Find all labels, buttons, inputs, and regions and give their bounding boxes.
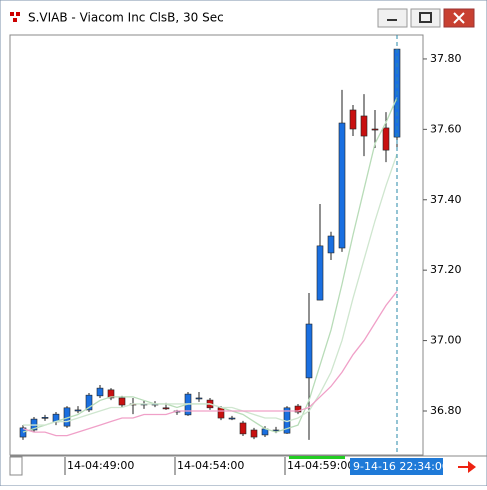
x-tick-label: 14-04:54:00 [177,459,244,472]
y-tick-label: 37.60 [430,122,462,135]
y-tick-label: 37.80 [430,52,462,65]
candle-body [19,427,27,438]
cursor-label: 9-14-16 22:34:00 [353,460,449,473]
candle-body [316,245,324,301]
candle-body [382,127,390,151]
selection-bar [289,456,345,459]
candle-body [239,422,247,435]
candle-body [41,417,49,419]
candle-body [228,417,236,420]
candle-body [327,235,335,254]
minimize-button[interactable] [377,8,408,28]
moving-average-line [22,290,398,437]
window-title: S.VIAB - Viacom Inc ClsB, 30 Sec [28,11,224,25]
candle-body [338,122,346,249]
candle-body [107,389,115,399]
candle-body [162,407,170,410]
cursor-label-box [350,458,443,475]
candle-body [305,323,313,379]
candle-body [294,405,302,413]
y-tick-label: 36.80 [430,404,462,417]
candle-body [195,397,203,400]
candle-body [371,128,379,131]
maximize-button[interactable] [410,8,441,28]
y-tick-label: 37.00 [430,334,462,347]
app-icon [10,12,20,22]
candle-body [96,387,104,397]
candle-body [85,394,93,411]
y-tick-label: 37.20 [430,263,462,276]
x-tick-label: 14-04:49:00 [67,459,134,472]
candle-body [217,407,225,419]
candle-body [349,109,357,130]
candle-body [250,429,258,438]
candle-body [118,397,126,406]
scroll-arrow[interactable] [458,461,476,473]
candle-body [74,409,82,412]
y-tick-label: 37.40 [430,193,462,206]
close-button[interactable] [443,8,475,28]
plot-area [9,34,424,456]
candle-body [360,115,368,137]
scroll-box[interactable] [9,456,23,476]
x-tick-label: 14-04:59:00 [287,459,354,472]
moving-average-line [23,153,398,426]
